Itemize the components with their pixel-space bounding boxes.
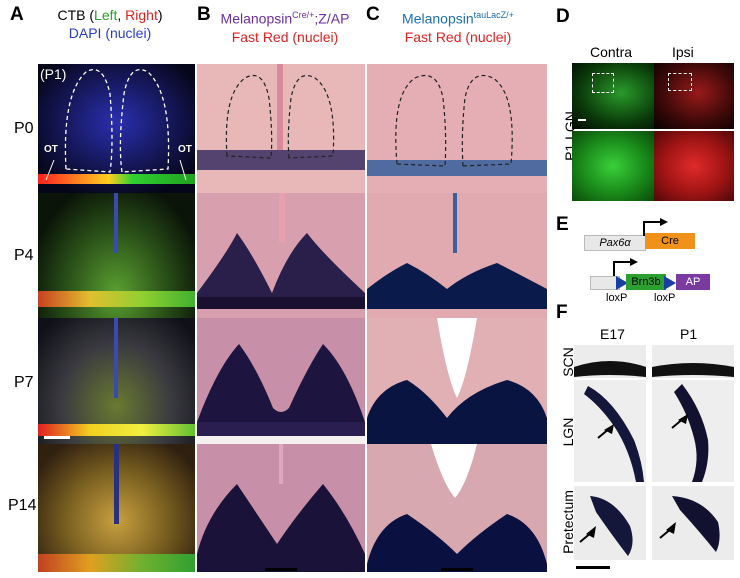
ot-label-left: OT bbox=[44, 144, 58, 155]
panel-label-f: F bbox=[556, 302, 568, 323]
micrograph-c-p4 bbox=[367, 193, 547, 318]
micrograph-c-p7 bbox=[367, 318, 547, 444]
loxp-triangle-icon bbox=[616, 276, 628, 290]
midline bbox=[114, 444, 119, 524]
micrograph-c-p4-art bbox=[367, 193, 547, 309]
f-e17-label: E17 bbox=[600, 326, 625, 342]
scale-bar bbox=[576, 566, 610, 569]
panel-label-d: D bbox=[556, 6, 570, 27]
f-lgn-e17 bbox=[574, 380, 646, 482]
f-lgn-p1 bbox=[652, 380, 734, 482]
ap-box: AP bbox=[676, 274, 710, 290]
micrograph-a-p4 bbox=[38, 193, 195, 318]
f-scn-e17-art bbox=[574, 361, 646, 377]
f-p1-label: P1 bbox=[680, 326, 698, 342]
micrograph-a-p0-art bbox=[38, 64, 195, 193]
promoter-arrow-icon bbox=[643, 218, 668, 236]
d-contra-zoom bbox=[572, 131, 654, 201]
midline bbox=[114, 318, 118, 398]
f-lgn-e17-art bbox=[584, 386, 644, 482]
scale-bar bbox=[44, 436, 70, 439]
col-b-header: MelanopsinCre/+;Z/AP Fast Red (nuclei) bbox=[220, 10, 350, 45]
panel-label-e: E bbox=[556, 214, 569, 235]
roi-box bbox=[592, 73, 614, 93]
micrograph-b-p14-art bbox=[197, 444, 365, 572]
micrograph-a-p0: (P1) OT OT bbox=[38, 64, 195, 193]
scale-bar bbox=[578, 119, 586, 121]
row-label-p14: P14 bbox=[8, 497, 37, 514]
micrograph-b-p7-art bbox=[197, 344, 365, 444]
brn3b-box: Brn3b bbox=[626, 274, 666, 290]
ot-band bbox=[38, 291, 195, 307]
d-ipsi-image bbox=[654, 63, 734, 129]
micrograph-c-p0 bbox=[367, 64, 547, 193]
panel-label-c: C bbox=[366, 4, 380, 25]
micrograph-c-p7-art bbox=[367, 318, 547, 444]
ot-band bbox=[38, 554, 195, 572]
f-scn-p1-art bbox=[652, 363, 734, 377]
d-ipsi-zoom bbox=[654, 131, 734, 201]
row-label-p7: P7 bbox=[14, 374, 34, 391]
loxp-label-2: loxP bbox=[654, 292, 676, 304]
micrograph-b-p7 bbox=[197, 318, 365, 444]
micrograph-b-p0-art bbox=[197, 64, 365, 170]
f-pretectum-e17-art bbox=[579, 496, 633, 556]
row-label-p4: P4 bbox=[14, 247, 34, 264]
panel-label-b: B bbox=[197, 4, 211, 25]
pax6-box: Pax6α bbox=[584, 235, 646, 251]
f-scn-p1 bbox=[652, 345, 734, 378]
midline bbox=[114, 193, 118, 253]
f-pretectum-p1 bbox=[652, 486, 734, 560]
micrograph-a-p7 bbox=[38, 318, 195, 444]
micrograph-c-p14-art bbox=[367, 444, 547, 572]
micrograph-b-p4 bbox=[197, 193, 365, 318]
micrograph-b-p0 bbox=[197, 64, 365, 193]
panel-label-a: A bbox=[10, 4, 24, 25]
micrograph-c-p0-art bbox=[367, 74, 547, 176]
d-contra-label: Contra bbox=[590, 44, 633, 60]
f-lgn-p1-art bbox=[671, 384, 709, 482]
micrograph-a-p14 bbox=[38, 444, 195, 572]
f-pretectum-p1-art bbox=[659, 496, 720, 552]
loxp-triangle-icon bbox=[664, 276, 676, 290]
age-tag: (P1) bbox=[40, 66, 67, 82]
row-label-p0: P0 bbox=[14, 120, 34, 137]
ot-label-right: OT bbox=[178, 144, 192, 155]
d-ipsi-label: Ipsi bbox=[672, 44, 694, 60]
micrograph-b-p4-art bbox=[197, 193, 365, 309]
f-pretectum-e17 bbox=[574, 486, 646, 560]
micrograph-b-p14 bbox=[197, 444, 365, 572]
cre-box: Cre bbox=[645, 233, 695, 249]
micrograph-c-p14 bbox=[367, 444, 547, 572]
f-scn-e17 bbox=[574, 345, 646, 378]
col-c-header: MelanopsintauLacZ/+ Fast Red (nuclei) bbox=[402, 10, 514, 45]
d-contra-image bbox=[572, 63, 654, 129]
promoter-arrow-icon bbox=[613, 258, 638, 276]
loxp-label-1: loxP bbox=[606, 292, 628, 304]
roi-box bbox=[668, 73, 692, 91]
col-a-header: CTB (Left, Right) DAPI (nuclei) bbox=[57, 7, 163, 41]
ot-band bbox=[38, 424, 195, 436]
